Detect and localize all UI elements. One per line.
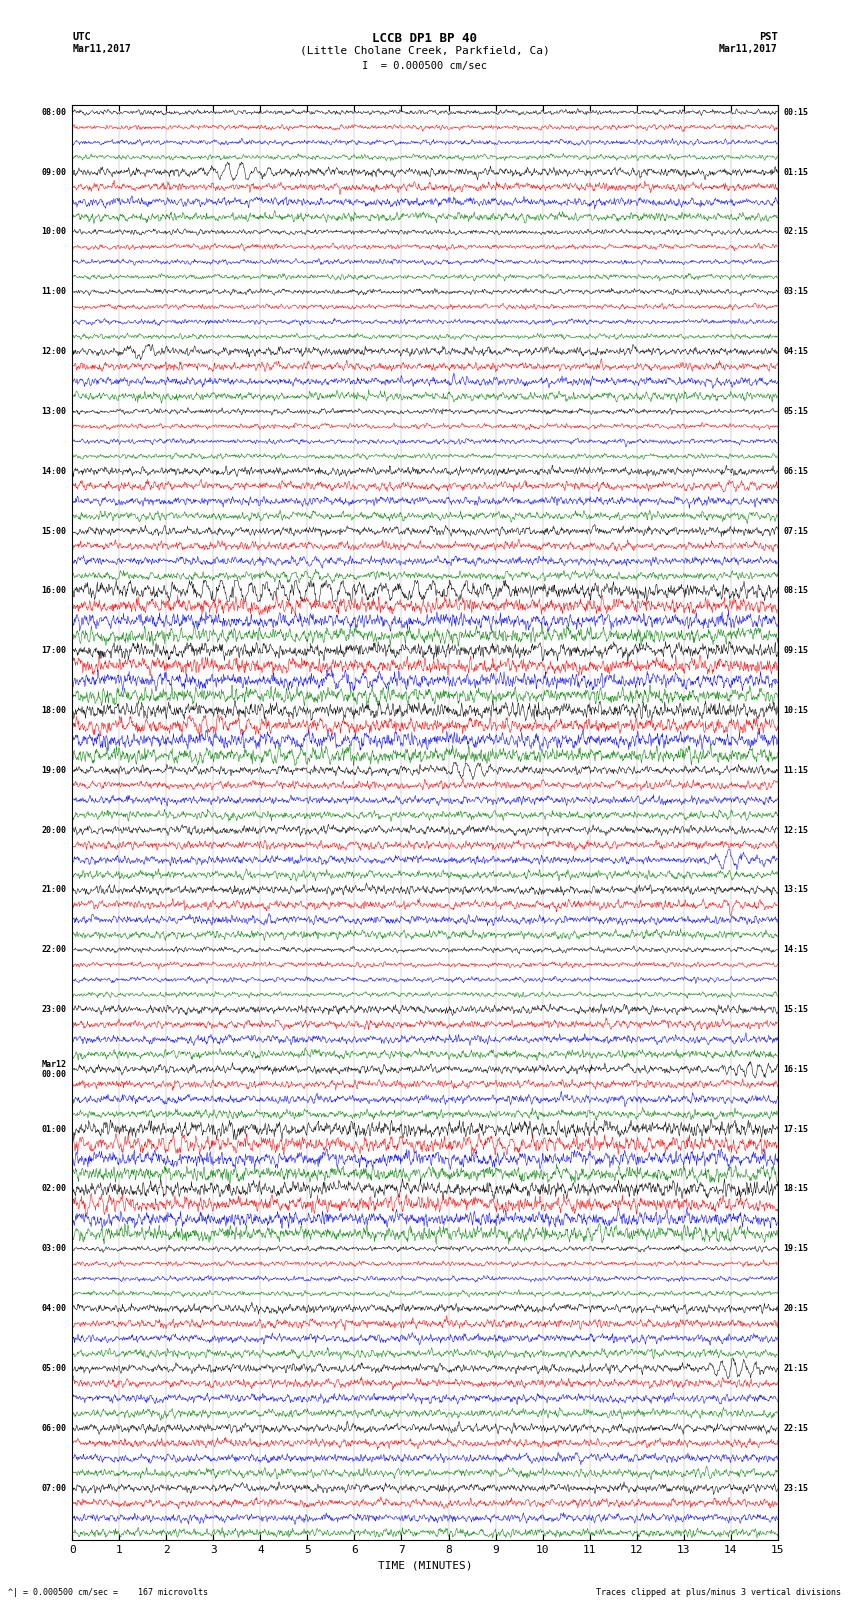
Text: 04:00: 04:00 bbox=[42, 1305, 66, 1313]
Text: 19:00: 19:00 bbox=[42, 766, 66, 774]
Text: 23:15: 23:15 bbox=[784, 1484, 808, 1492]
Text: 19:15: 19:15 bbox=[784, 1244, 808, 1253]
Text: 01:15: 01:15 bbox=[784, 168, 808, 177]
Text: 12:15: 12:15 bbox=[784, 826, 808, 834]
Text: 11:00: 11:00 bbox=[42, 287, 66, 297]
Text: 08:15: 08:15 bbox=[784, 587, 808, 595]
Text: 08:00: 08:00 bbox=[42, 108, 66, 116]
Text: 15:15: 15:15 bbox=[784, 1005, 808, 1015]
Text: 14:00: 14:00 bbox=[42, 466, 66, 476]
Text: 17:00: 17:00 bbox=[42, 647, 66, 655]
Text: PST: PST bbox=[759, 32, 778, 42]
Text: 21:15: 21:15 bbox=[784, 1365, 808, 1373]
Text: 10:00: 10:00 bbox=[42, 227, 66, 237]
X-axis label: TIME (MINUTES): TIME (MINUTES) bbox=[377, 1561, 473, 1571]
Text: 22:00: 22:00 bbox=[42, 945, 66, 955]
Text: (Little Cholane Creek, Parkfield, Ca): (Little Cholane Creek, Parkfield, Ca) bbox=[300, 45, 550, 55]
Text: 00:15: 00:15 bbox=[784, 108, 808, 116]
Text: 11:15: 11:15 bbox=[784, 766, 808, 774]
Text: 17:15: 17:15 bbox=[784, 1124, 808, 1134]
Text: 12:00: 12:00 bbox=[42, 347, 66, 356]
Text: 14:15: 14:15 bbox=[784, 945, 808, 955]
Text: Traces clipped at plus/minus 3 vertical divisions: Traces clipped at plus/minus 3 vertical … bbox=[597, 1587, 842, 1597]
Text: 03:00: 03:00 bbox=[42, 1244, 66, 1253]
Text: 09:00: 09:00 bbox=[42, 168, 66, 177]
Text: 07:00: 07:00 bbox=[42, 1484, 66, 1492]
Text: 23:00: 23:00 bbox=[42, 1005, 66, 1015]
Text: 02:00: 02:00 bbox=[42, 1184, 66, 1194]
Text: 20:00: 20:00 bbox=[42, 826, 66, 834]
Text: 22:15: 22:15 bbox=[784, 1424, 808, 1432]
Text: Mar12
00:00: Mar12 00:00 bbox=[42, 1060, 66, 1079]
Text: 15:00: 15:00 bbox=[42, 526, 66, 536]
Text: 16:15: 16:15 bbox=[784, 1065, 808, 1074]
Text: 21:00: 21:00 bbox=[42, 886, 66, 895]
Text: 05:15: 05:15 bbox=[784, 406, 808, 416]
Text: 03:15: 03:15 bbox=[784, 287, 808, 297]
Text: LCCB DP1 BP 40: LCCB DP1 BP 40 bbox=[372, 32, 478, 45]
Text: 06:00: 06:00 bbox=[42, 1424, 66, 1432]
Text: 13:00: 13:00 bbox=[42, 406, 66, 416]
Text: Mar11,2017: Mar11,2017 bbox=[72, 44, 131, 53]
Text: ^| = 0.000500 cm/sec =    167 microvolts: ^| = 0.000500 cm/sec = 167 microvolts bbox=[8, 1587, 208, 1597]
Text: 02:15: 02:15 bbox=[784, 227, 808, 237]
Text: 18:15: 18:15 bbox=[784, 1184, 808, 1194]
Text: I  = 0.000500 cm/sec: I = 0.000500 cm/sec bbox=[362, 61, 488, 71]
Text: 18:00: 18:00 bbox=[42, 706, 66, 715]
Text: UTC: UTC bbox=[72, 32, 91, 42]
Text: Mar11,2017: Mar11,2017 bbox=[719, 44, 778, 53]
Text: 05:00: 05:00 bbox=[42, 1365, 66, 1373]
Text: 01:00: 01:00 bbox=[42, 1124, 66, 1134]
Text: 16:00: 16:00 bbox=[42, 587, 66, 595]
Text: 04:15: 04:15 bbox=[784, 347, 808, 356]
Text: 20:15: 20:15 bbox=[784, 1305, 808, 1313]
Text: 10:15: 10:15 bbox=[784, 706, 808, 715]
Text: 07:15: 07:15 bbox=[784, 526, 808, 536]
Text: 09:15: 09:15 bbox=[784, 647, 808, 655]
Text: 06:15: 06:15 bbox=[784, 466, 808, 476]
Text: 13:15: 13:15 bbox=[784, 886, 808, 895]
